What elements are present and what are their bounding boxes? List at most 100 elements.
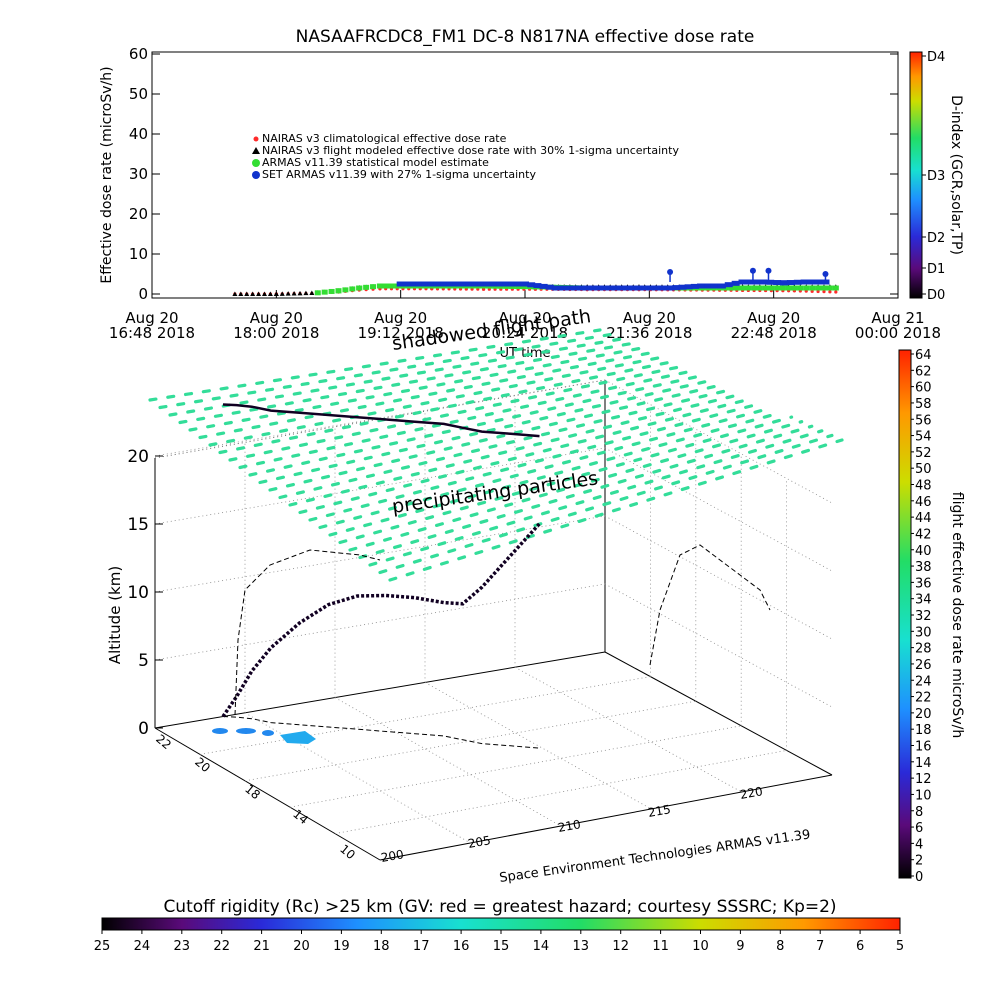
box-edge — [154, 651, 606, 729]
armas-marker — [826, 285, 833, 291]
armas-marker — [756, 285, 763, 291]
rigidity-tick-label: 23 — [174, 939, 191, 954]
nairas-flight-marker — [261, 291, 267, 296]
dose-rate-tick-label: 56 — [915, 413, 932, 428]
nairas-clim-marker — [822, 290, 826, 294]
dose-rate-tick-label: 28 — [915, 642, 932, 657]
set-armas-marker — [610, 285, 619, 291]
precipitation-row — [288, 392, 743, 507]
y-tick-label: 60 — [129, 45, 148, 63]
nairas-clim-marker — [828, 290, 832, 294]
grid-line — [289, 725, 742, 808]
armas-marker — [733, 285, 740, 291]
set-armas-marker — [603, 285, 612, 291]
top-y-axis-label: Effective dose rate (microSv/h) — [99, 66, 115, 283]
nairas-flight-marker — [244, 291, 250, 296]
dose-rate-tick-label: 62 — [915, 364, 932, 379]
dose-rate-tick-label: 12 — [915, 772, 932, 787]
top-y-axis: 0 10 20 30 40 50 60 — [129, 45, 898, 303]
dose-rate-tick-label: 48 — [915, 479, 932, 494]
ground-shadow-path — [222, 716, 540, 749]
altitude-axis-label: Altitude (km) — [106, 566, 124, 664]
set-armas-marker — [738, 279, 747, 285]
x-tick-label: Aug 20 — [374, 309, 427, 327]
nairas-clim-marker — [810, 289, 814, 293]
dose-rate-colorbar — [898, 349, 912, 879]
longitude-tick-label: 200 — [380, 847, 405, 865]
set-armas-marker — [471, 281, 480, 287]
dose-rate-tick-label: 18 — [915, 723, 932, 738]
armas-marker — [363, 284, 370, 290]
set-armas-marker — [514, 281, 523, 287]
dose-rate-ticks: 0246810121416182022242628303234363840424… — [911, 348, 932, 885]
grid-line — [154, 583, 606, 661]
latitude-tick-label: 18 — [242, 782, 263, 803]
dose-rate-tick-label: 38 — [915, 560, 932, 575]
rigidity-colorbar-label: Cutoff rigidity (Rc) >25 km (GV: red = g… — [163, 897, 836, 917]
set-armas-marker — [575, 285, 584, 291]
set-armas-marker — [710, 283, 719, 289]
y-tick-label: 20 — [129, 205, 148, 223]
set-armas-marker — [766, 279, 775, 285]
armas-marker — [803, 285, 810, 291]
armas-marker — [515, 284, 522, 290]
precipitation-row — [318, 406, 774, 530]
precipitation-row — [368, 429, 824, 567]
precipitation-row — [378, 433, 834, 575]
set-armas-marker — [616, 285, 625, 291]
y-tick-label: 30 — [129, 165, 148, 183]
grid-line — [334, 697, 561, 827]
grid-line — [514, 666, 742, 793]
set-armas-marker — [731, 280, 740, 286]
x-tick-label: Aug 21 — [871, 309, 924, 327]
dose-rate-tick-label: 0 — [915, 870, 923, 885]
set-armas-marker — [569, 285, 578, 291]
armas-marker — [820, 285, 827, 291]
precipitation-row — [218, 360, 673, 455]
set-armas-marker — [557, 285, 566, 291]
dose-rate-tick-label: 32 — [915, 609, 932, 624]
grid-line — [604, 447, 833, 572]
armas-marker — [809, 285, 816, 291]
set-armas-errorcap — [749, 267, 756, 274]
y-tick-label: 0 — [138, 285, 148, 303]
rigidity-tick-label: 22 — [213, 939, 230, 954]
set-armas-marker — [724, 282, 733, 288]
armas-marker — [762, 285, 769, 291]
rigidity-tick-label: 14 — [533, 939, 550, 954]
latitude-tick-label: 14 — [290, 807, 311, 828]
grid-line — [604, 583, 833, 708]
x-tick-label: 22:48 2018 — [731, 324, 817, 342]
rigidity-tick-label: 8 — [776, 939, 784, 954]
d-index-label: D-index (GCR,solar,TP) — [948, 95, 964, 255]
set-armas-marker — [402, 281, 411, 287]
latitude-tick-label: 22 — [153, 732, 174, 753]
set-armas-marker — [533, 283, 542, 289]
armas-marker — [745, 285, 752, 291]
dose-rate-tick-label: 30 — [915, 625, 932, 640]
armas-marker — [751, 285, 758, 291]
set-armas-marker — [697, 283, 706, 289]
legend-label: SET ARMAS v11.39 with 27% 1-sigma uncert… — [262, 168, 536, 181]
top-shadow-path — [222, 403, 540, 438]
set-armas-marker — [598, 285, 607, 291]
dose-rate-tick-label: 4 — [915, 837, 923, 852]
nairas-flight-marker — [285, 291, 291, 296]
d-index-tick-label: D0 — [927, 288, 945, 303]
nairas-flight-marker — [273, 291, 279, 296]
set-armas-marker — [545, 284, 554, 290]
set-armas-marker — [465, 281, 474, 287]
set-armas-marker — [396, 281, 405, 287]
set-armas-marker — [586, 285, 595, 291]
set-armas-marker — [780, 280, 789, 286]
nairas-flight-marker — [250, 291, 256, 296]
armas-marker — [791, 285, 798, 291]
set-armas-marker — [477, 281, 486, 287]
set-armas-marker — [659, 285, 668, 291]
rigidity-tick-label: 17 — [413, 939, 430, 954]
armas-marker — [728, 285, 735, 291]
flight-path-line — [221, 522, 541, 718]
set-armas-marker — [752, 279, 761, 285]
grid-line — [604, 515, 833, 640]
